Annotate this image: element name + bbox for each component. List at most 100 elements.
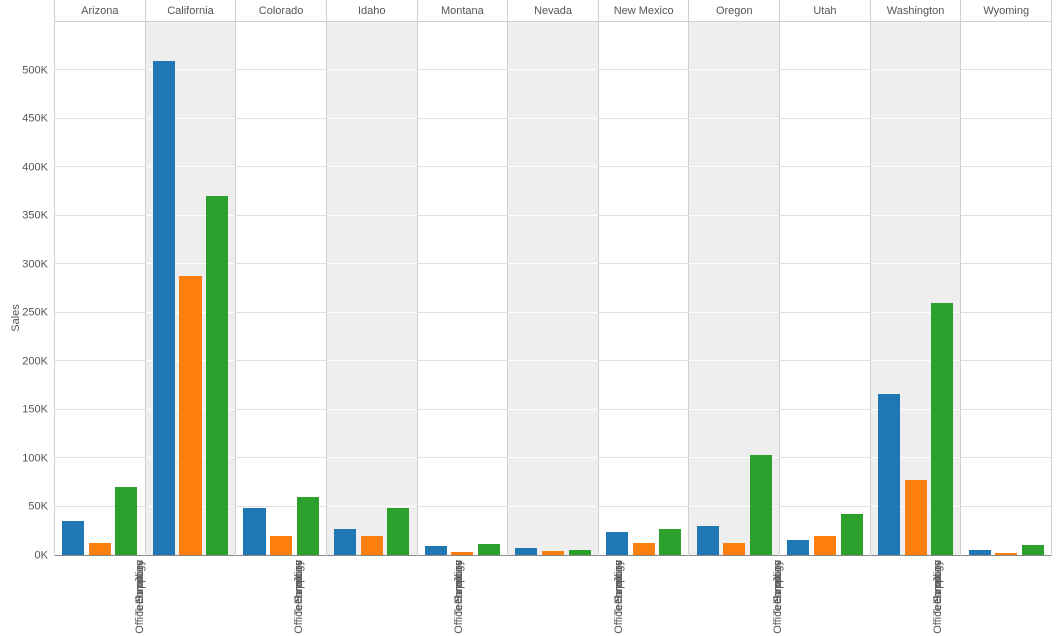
bar[interactable] bbox=[569, 550, 591, 555]
state-panel: Nevada bbox=[507, 0, 598, 556]
bars-region bbox=[689, 22, 779, 556]
x-panel: FurnitureOffice SuppliesTechnology bbox=[373, 556, 533, 636]
bar[interactable] bbox=[542, 551, 564, 555]
bar[interactable] bbox=[723, 543, 745, 555]
y-tick-label: 150K bbox=[16, 405, 48, 416]
state-panel: Utah bbox=[779, 0, 870, 556]
y-tick-label: 400K bbox=[16, 162, 48, 173]
bar[interactable] bbox=[425, 546, 447, 555]
bar[interactable] bbox=[697, 526, 719, 555]
bars-inner bbox=[55, 22, 145, 555]
y-tick-label: 250K bbox=[16, 308, 48, 319]
bar[interactable] bbox=[750, 455, 772, 555]
y-tick-label: 300K bbox=[16, 259, 48, 270]
bar[interactable] bbox=[1022, 545, 1044, 555]
bar[interactable] bbox=[387, 508, 409, 555]
bar[interactable] bbox=[969, 550, 991, 555]
state-panel: Oregon bbox=[688, 0, 779, 556]
bars-inner bbox=[780, 22, 870, 555]
bars-region bbox=[327, 22, 417, 556]
x-panel: FurnitureOffice SuppliesTechnology bbox=[214, 556, 374, 636]
bars-region bbox=[599, 22, 689, 556]
bar[interactable] bbox=[787, 540, 809, 556]
y-tick-label: 100K bbox=[16, 453, 48, 464]
panel-header: Wyoming bbox=[961, 0, 1051, 22]
bars-inner bbox=[146, 22, 236, 555]
x-labels-row: FurnitureOffice SuppliesTechnologyFurnit… bbox=[54, 556, 1052, 636]
panel-header: Arizona bbox=[55, 0, 145, 22]
bar[interactable] bbox=[270, 536, 292, 555]
y-tick-label: 50K bbox=[16, 502, 48, 513]
bar[interactable] bbox=[814, 536, 836, 555]
bars-inner bbox=[871, 22, 961, 555]
state-panel: Idaho bbox=[326, 0, 417, 556]
state-panel: California bbox=[145, 0, 236, 556]
sales-by-state-chart: Sales 0K50K100K150K200K250K300K350K400K4… bbox=[0, 0, 1062, 636]
bars-region bbox=[871, 22, 961, 556]
bar[interactable] bbox=[89, 543, 111, 555]
panel-header: Oregon bbox=[689, 0, 779, 22]
panel-header: Montana bbox=[418, 0, 508, 22]
panels-row: ArizonaCaliforniaColoradoIdahoMontanaNev… bbox=[54, 0, 1052, 556]
x-panel: FurnitureOffice SuppliesTechnology bbox=[1012, 556, 1062, 636]
bar[interactable] bbox=[361, 536, 383, 555]
bars-inner bbox=[961, 22, 1051, 555]
state-panel: New Mexico bbox=[598, 0, 689, 556]
y-tick-label: 500K bbox=[16, 65, 48, 76]
state-panel: Montana bbox=[417, 0, 508, 556]
state-panel: Wyoming bbox=[960, 0, 1052, 556]
bar[interactable] bbox=[478, 544, 500, 555]
x-panel: FurnitureOffice SuppliesTechnology bbox=[533, 556, 693, 636]
y-tick-label: 450K bbox=[16, 114, 48, 125]
y-tick-label: 200K bbox=[16, 356, 48, 367]
bars-inner bbox=[689, 22, 779, 555]
bars-region bbox=[961, 22, 1051, 556]
bar[interactable] bbox=[905, 480, 927, 555]
bars-region bbox=[780, 22, 870, 556]
bar[interactable] bbox=[451, 552, 473, 555]
panel-header: Idaho bbox=[327, 0, 417, 22]
bar[interactable] bbox=[243, 508, 265, 555]
bar[interactable] bbox=[995, 553, 1017, 555]
bar[interactable] bbox=[206, 196, 228, 555]
bar[interactable] bbox=[179, 276, 201, 555]
bars-inner bbox=[418, 22, 508, 555]
y-axis-ticks: 0K 50K 100K 150K 200K 250K 300K 350K 400K 450K 500… bbox=[18, 0, 50, 636]
panel-header: New Mexico bbox=[599, 0, 689, 22]
state-panel: Colorado bbox=[235, 0, 326, 556]
x-panel: FurnitureOffice SuppliesTechnology bbox=[54, 556, 214, 636]
bars-region bbox=[418, 22, 508, 556]
bars-inner bbox=[599, 22, 689, 555]
x-panel: FurnitureOffice SuppliesTechnology bbox=[693, 556, 853, 636]
bars-inner bbox=[327, 22, 417, 555]
y-tick-label: 350K bbox=[16, 211, 48, 222]
bars-inner bbox=[236, 22, 326, 555]
bars-region bbox=[508, 22, 598, 556]
bar[interactable] bbox=[606, 532, 628, 555]
bar[interactable] bbox=[878, 394, 900, 555]
bar[interactable] bbox=[659, 529, 681, 555]
bar[interactable] bbox=[515, 548, 537, 555]
panel-header: Utah bbox=[780, 0, 870, 22]
panel-header: California bbox=[146, 0, 236, 22]
bars-region bbox=[55, 22, 145, 556]
bar[interactable] bbox=[931, 303, 953, 555]
bar[interactable] bbox=[633, 543, 655, 555]
state-panel: Washington bbox=[870, 0, 961, 556]
bar[interactable] bbox=[841, 514, 863, 555]
x-panel: FurnitureOffice SuppliesTechnology bbox=[852, 556, 1012, 636]
panel-header: Nevada bbox=[508, 0, 598, 22]
bar[interactable] bbox=[62, 521, 84, 555]
plot-area: ArizonaCaliforniaColoradoIdahoMontanaNev… bbox=[54, 0, 1052, 556]
bar[interactable] bbox=[115, 487, 137, 555]
y-tick-label: 0K bbox=[16, 551, 48, 562]
bar[interactable] bbox=[153, 61, 175, 555]
bars-inner bbox=[508, 22, 598, 555]
panel-header: Washington bbox=[871, 0, 961, 22]
bars-region bbox=[146, 22, 236, 556]
bar[interactable] bbox=[297, 497, 319, 555]
bar[interactable] bbox=[334, 529, 356, 555]
state-panel: Arizona bbox=[54, 0, 145, 556]
panel-header: Colorado bbox=[236, 0, 326, 22]
bars-region bbox=[236, 22, 326, 556]
